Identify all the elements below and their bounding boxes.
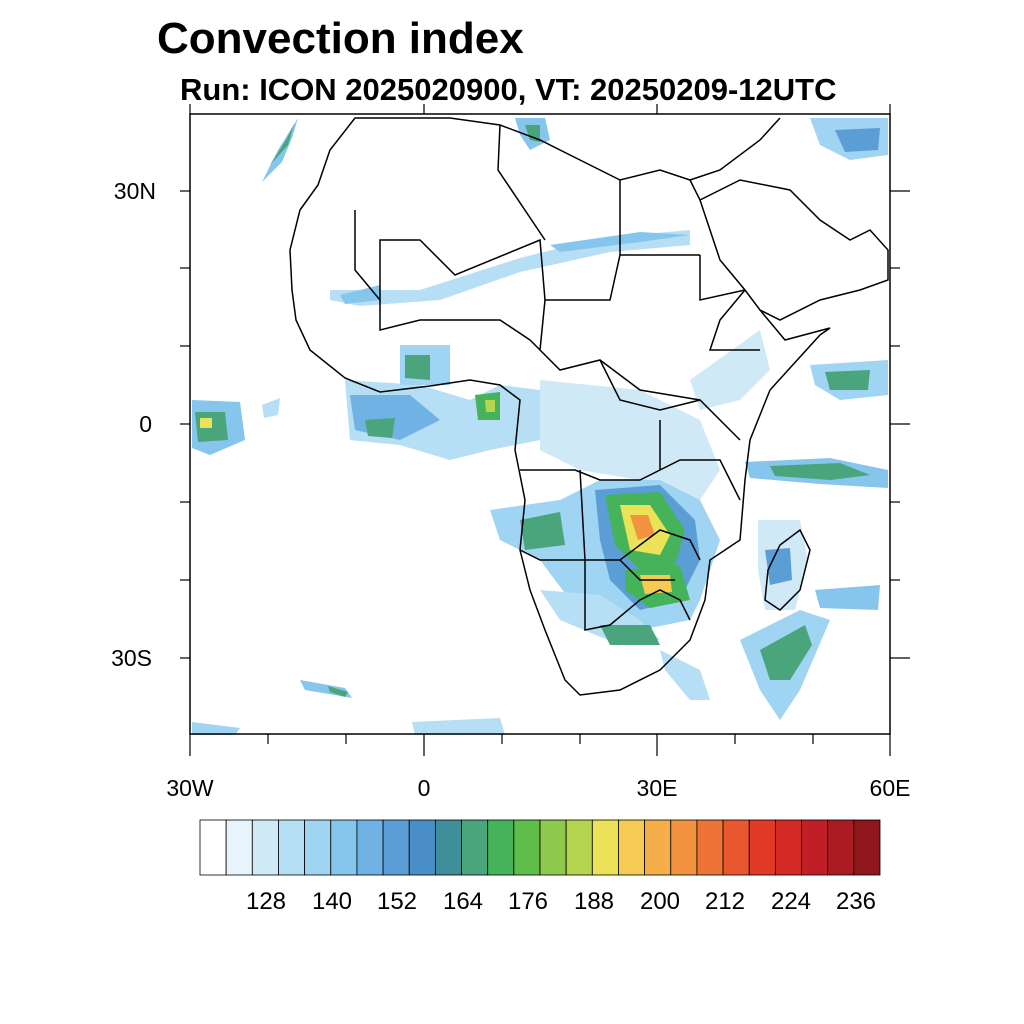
convection-area (520, 512, 565, 550)
colorbar-swatch (774, 819, 802, 876)
border (379, 300, 541, 351)
colorbar-swatch (251, 819, 279, 876)
convection-area (192, 722, 240, 735)
colorbar-swatch (487, 819, 515, 876)
convection-area (825, 370, 870, 390)
tick-marks (180, 104, 910, 756)
lat-label-30s: 30S (111, 645, 152, 671)
colorbar-swatch (461, 819, 489, 876)
colorbar-swatch (591, 819, 619, 876)
colorbar-swatch (356, 819, 384, 876)
convection-area (525, 125, 540, 142)
colorbar-swatch (618, 819, 646, 876)
colorbar-swatch (748, 819, 776, 876)
colorbar-swatch (722, 819, 750, 876)
lat-label-0: 0 (139, 411, 152, 437)
colorbar-swatch (304, 819, 332, 876)
coastline (689, 117, 889, 321)
colorbar-label: 200 (639, 888, 681, 915)
convection-area (330, 230, 690, 306)
lat-label-30n: 30N (113, 178, 156, 204)
colorbar-label: 128 (245, 888, 287, 915)
madagascar (764, 528, 811, 611)
border (599, 359, 741, 470)
convection-area (770, 463, 870, 480)
border (699, 255, 760, 351)
colorbar-swatch (434, 819, 462, 876)
lon-label-30e: 30E (636, 775, 678, 801)
colorbar-label: 164 (442, 888, 484, 915)
colorbar-label: 236 (835, 888, 877, 915)
colorbar-label: 152 (376, 888, 418, 915)
colorbar-swatch (801, 819, 829, 876)
convection-area (365, 418, 395, 438)
map-subtitle: Run: ICON 2025020900, VT: 20250209-12UTC (180, 72, 837, 107)
convection-area (600, 625, 660, 645)
lon-label-60e: 60E (869, 775, 911, 801)
convection-area (262, 398, 280, 418)
colorbar-swatch (513, 819, 541, 876)
colorbar-swatch (539, 819, 567, 876)
convection-area (815, 585, 880, 610)
colorbar-label: 212 (704, 888, 746, 915)
convection-area (340, 285, 380, 304)
colorbar-swatch (827, 819, 855, 876)
colorbar-swatch (278, 819, 306, 876)
colorbar-swatch (408, 819, 436, 876)
border (519, 469, 701, 561)
colorbar-swatch (225, 819, 253, 876)
convection-area (540, 380, 720, 500)
border (497, 124, 701, 401)
colorbar-label: 140 (311, 888, 353, 915)
colorbar-swatch (382, 819, 410, 876)
coastline (289, 117, 831, 696)
convection-area (760, 625, 812, 680)
colorbar-label: 188 (573, 888, 615, 915)
colorbar-swatch (644, 819, 672, 876)
lon-label-30w: 30W (166, 775, 214, 801)
colorbar-swatch (696, 819, 724, 876)
map-title: Convection index (157, 14, 524, 63)
convection-area (328, 686, 348, 697)
convection-area (405, 355, 430, 380)
border (520, 459, 741, 501)
colorbar-label: 224 (770, 888, 812, 915)
country-borders (289, 117, 889, 696)
colorbar-swatch (670, 819, 698, 876)
border (354, 210, 700, 303)
convection-area (835, 128, 880, 152)
colorbar-swatch (199, 819, 227, 876)
colorbar-swatch (330, 819, 358, 876)
convection-area (485, 400, 495, 412)
colorbar-swatch (853, 819, 881, 876)
convection-area (200, 418, 212, 428)
convection-area (630, 515, 655, 540)
convection-area (765, 548, 792, 585)
convection-area (660, 650, 710, 700)
colorbar-label: 176 (507, 888, 549, 915)
border (584, 559, 691, 631)
convection-area (412, 718, 505, 735)
colorbar-swatch (565, 819, 593, 876)
lon-label-0: 0 (417, 775, 431, 801)
convection-field (192, 118, 888, 735)
